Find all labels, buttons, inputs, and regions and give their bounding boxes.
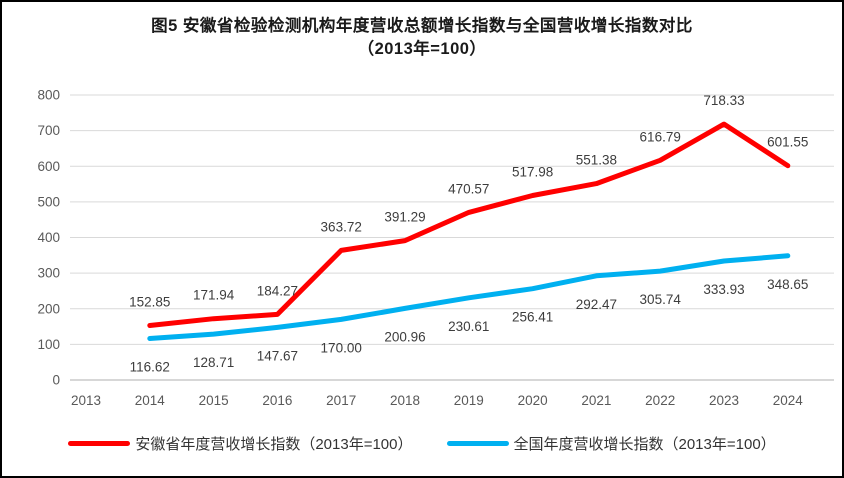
data-label: 348.65 [767,277,808,292]
anhui-line-swatch-icon [68,441,131,446]
data-label: 333.93 [703,282,744,297]
data-label: 147.67 [257,348,298,363]
national-line-swatch-icon [446,441,509,446]
data-label: 184.27 [257,283,298,298]
legend-label-national: 全国年度营收增长指数（2013年=100） [513,436,776,453]
data-label: 718.33 [703,93,744,108]
data-label: 363.72 [321,219,362,234]
y-axis-tick-label: 600 [37,159,60,174]
data-label: 152.85 [129,295,170,310]
data-label: 601.55 [767,135,808,150]
x-axis-tick-label: 2020 [518,393,548,408]
data-label: 200.96 [384,329,425,344]
data-label: 616.79 [640,129,681,144]
data-label: 171.94 [193,288,235,303]
y-axis-tick-label: 800 [37,88,60,103]
chart-title-line2: （2013年=100） [357,40,487,59]
data-label: 305.74 [640,292,682,307]
series-line-1 [147,253,791,341]
x-axis-tick-label: 2016 [262,393,292,408]
chart-title: 图5 安徽省检验检测机构年度营收总额增长指数与全国营收增长指数对比 （2013年… [2,15,842,61]
x-axis-tick-label: 2021 [581,393,611,408]
x-axis-tick-label: 2014 [135,393,166,408]
series-line-0 [147,121,791,328]
legend-item-national: 全国年度营收增长指数（2013年=100） [446,433,776,454]
data-label: 517.98 [512,165,553,180]
x-axis-tick-label: 2017 [326,393,356,408]
data-label: 391.29 [384,210,425,225]
data-label: 230.61 [448,319,489,334]
chart-legend: 安徽省年度营收增长指数（2013年=100） 全国年度营收增长指数（2013年=… [2,433,842,454]
x-axis-tick-label: 2013 [71,393,101,408]
y-axis-tick-label: 500 [37,194,60,209]
y-axis-tick-label: 200 [37,301,60,316]
y-axis-tick-label: 0 [52,373,60,388]
data-label: 116.62 [130,360,170,375]
x-axis-tick-label: 2023 [709,393,739,408]
y-axis-tick-label: 700 [37,123,60,138]
y-axis-tick-label: 400 [37,230,60,245]
chart-title-line1: 图5 安徽省检验检测机构年度营收总额增长指数与全国营收增长指数对比 [151,17,693,35]
data-label: 551.38 [576,153,617,168]
legend-label-anhui: 安徽省年度营收增长指数（2013年=100） [135,436,413,453]
x-axis-tick-label: 2019 [454,393,484,408]
y-axis-tick-label: 100 [37,337,60,352]
data-label: 256.41 [512,310,553,325]
legend-item-anhui: 安徽省年度营收增长指数（2013年=100） [68,433,413,454]
y-axis-tick-label: 300 [37,266,60,281]
data-label: 170.00 [321,340,362,355]
x-axis-tick-label: 2024 [773,393,804,408]
data-label: 470.57 [448,181,489,196]
data-label: 292.47 [576,297,617,312]
data-label: 128.71 [193,355,234,370]
x-axis-tick-label: 2022 [645,393,675,408]
x-axis-tick-label: 2018 [390,393,420,408]
x-axis-tick-label: 2015 [199,393,229,408]
